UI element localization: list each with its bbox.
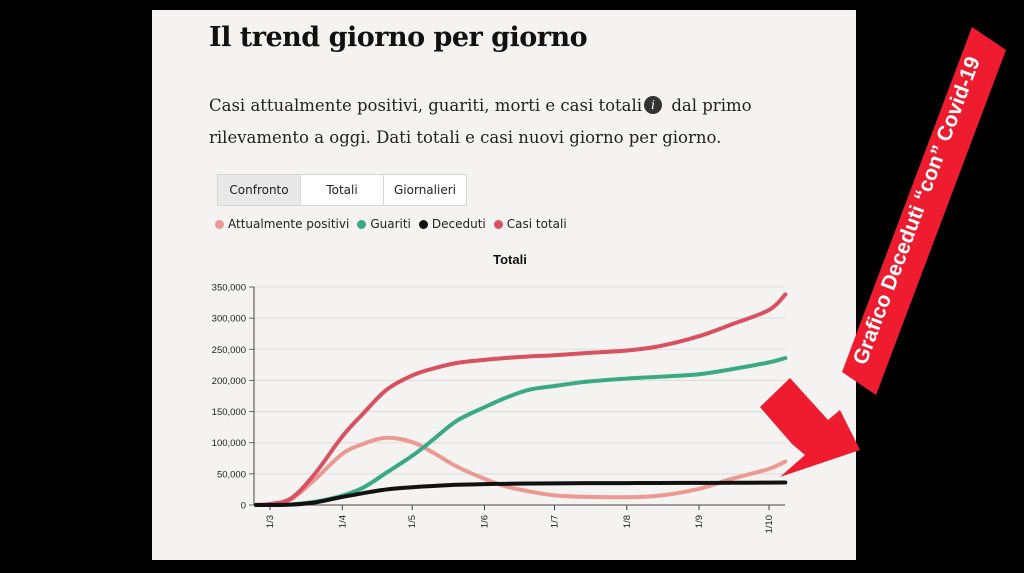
chart-title: Totali: [493, 252, 527, 267]
legend-dot-guariti: [357, 219, 367, 229]
legend-label-positivi: Attualmente positivi: [228, 217, 350, 231]
y-tick-label: 250,000: [212, 345, 246, 356]
info-icon[interactable]: i: [644, 96, 663, 114]
x-tick-label: 1/5: [407, 515, 418, 528]
description-line1-b: dal primo: [666, 96, 752, 115]
description: Casi attualmente positivi, guariti, mort…: [209, 90, 769, 154]
y-tick-label: 100,000: [212, 438, 246, 449]
legend-dot-casi-totali: [493, 219, 503, 229]
x-tick-label: 1/4: [337, 515, 348, 528]
chart-card: Il trend giorno per giorno Casi attualme…: [152, 10, 856, 560]
chart-grid: [254, 286, 785, 506]
legend-label-guariti: Guariti: [370, 217, 411, 231]
y-tick-label: 200,000: [212, 376, 246, 387]
x-tick-label: 1/7: [549, 515, 560, 528]
tab-totali[interactable]: Totali: [300, 174, 384, 206]
legend-label-casi-totali: Casi totali: [506, 217, 567, 231]
description-line1-a: Casi attualmente positivi, guariti, mort…: [209, 96, 643, 115]
chart-lines: [254, 292, 788, 508]
chart-legend: Attualmente positivi Guariti Deceduti Ca…: [215, 217, 575, 231]
legend-item-deceduti[interactable]: Deceduti: [418, 217, 486, 231]
y-tick-label: 150,000: [212, 407, 246, 418]
legend-label-deceduti: Deceduti: [431, 217, 486, 231]
y-axis: 0 50,000 100,000 150,000 200,000 250,000 300,0…: [212, 283, 255, 512]
chart-tabs: Confronto Totali Giornalieri: [217, 174, 467, 206]
y-tick-label: 300,000: [212, 314, 246, 325]
series-line-attualmente-positivi[interactable]: [254, 435, 788, 507]
x-axis: 1/3 1/4 1/5 1/6 1/7 1/8 1/9 1/10: [254, 504, 785, 534]
legend-item-casi-totali[interactable]: Casi totali: [493, 217, 567, 231]
x-tick-label: 1/3: [265, 515, 276, 528]
series-line-casi-totali[interactable]: [254, 292, 788, 507]
series-line-deceduti[interactable]: [254, 480, 788, 508]
legend-item-positivi[interactable]: Attualmente positivi: [215, 217, 349, 231]
legend-dot-deceduti: [418, 219, 428, 229]
page-title: Il trend giorno per giorno: [209, 22, 588, 53]
x-tick-label: 1/6: [480, 515, 491, 528]
x-tick-label: 1/9: [694, 515, 705, 528]
legend-item-guariti[interactable]: Guariti: [357, 217, 411, 231]
y-tick-label: 50,000: [217, 469, 246, 480]
tab-giornalieri[interactable]: Giornalieri: [383, 174, 467, 206]
y-tick-label: 350,000: [212, 283, 246, 294]
y-tick-label: 0: [241, 501, 246, 512]
description-line2: rilevamento a oggi. Dati totali e casi n…: [209, 128, 722, 147]
x-tick-label: 1/10: [764, 515, 775, 534]
x-tick-label: 1/8: [622, 515, 633, 528]
legend-dot-positivi: [215, 219, 224, 229]
